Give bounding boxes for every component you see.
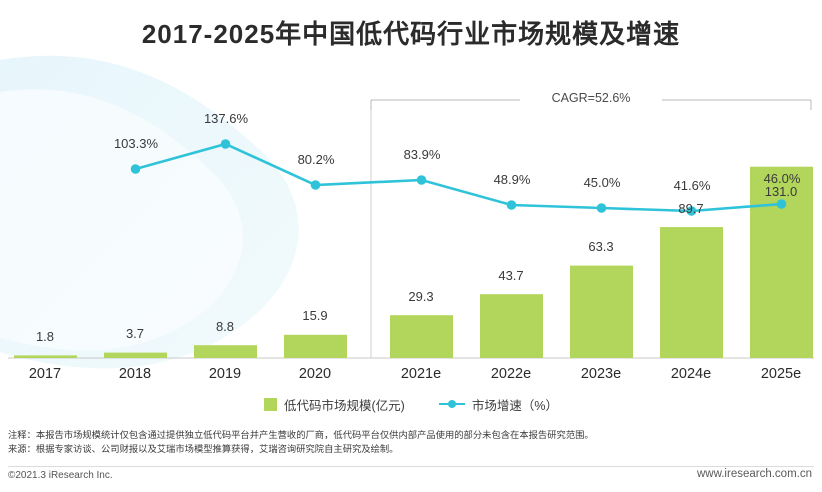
- website-url: www.iresearch.com.cn: [696, 468, 812, 480]
- x-tick-2018: 2018: [118, 366, 152, 382]
- note-line-2: 来源：根据专家访谈、公司财报以及艾瑞市场模型推算获得，艾瑞咨询研究院自主研究及绘…: [8, 444, 399, 454]
- legend-label-bar: 低代码市场规模(亿元): [284, 398, 405, 413]
- bar-label-2021e: 29.3: [408, 289, 434, 304]
- x-tick-2025e: 2025e: [760, 366, 802, 382]
- line-label-2021e: 83.9%: [403, 147, 441, 162]
- x-tick-2024e: 2024e: [670, 366, 712, 382]
- page-title: 2017-2025年中国低代码行业市场规模及增速: [141, 19, 681, 49]
- bar-label-2017: 1.8: [35, 329, 55, 344]
- bar-label-2025e: 131.0: [764, 184, 798, 199]
- line-label-2018: 103.3%: [113, 136, 159, 151]
- x-tick-2017: 2017: [28, 366, 62, 382]
- line-label-2019: 137.6%: [203, 111, 249, 126]
- x-tick-2023e: 2023e: [580, 366, 622, 382]
- chart-notes: 注释：本报告市场规模统计仅包含通过提供独立低代码平台并产生营收的厂商，低代码平台…: [8, 428, 708, 456]
- line-label-2024e: 41.6%: [673, 178, 711, 193]
- legend-item-bar: 低代码市场规模(亿元): [264, 395, 405, 414]
- chart-legend: 低代码市场规模(亿元) 市场增速（%）: [0, 392, 822, 416]
- legend-swatch-icon: [264, 397, 278, 411]
- footer-divider: [8, 466, 814, 467]
- x-tick-2021e: 2021e: [400, 366, 442, 382]
- bar-label-2018: 3.7: [125, 326, 145, 341]
- note-line-1: 注释：本报告市场规模统计仅包含通过提供独立低代码平台并产生营收的厂商，低代码平台…: [8, 430, 594, 440]
- x-tick-2022e: 2022e: [490, 366, 532, 382]
- bar-label-2020: 15.9: [302, 308, 328, 323]
- copyright-text: ©2021.3 iResearch Inc.: [8, 470, 113, 481]
- bar-label-2024e: 89.7: [678, 201, 704, 216]
- line-label-2023e: 45.0%: [583, 175, 621, 190]
- x-tick-2020: 2020: [298, 366, 332, 382]
- page-footer: ©2021.3 iResearch Inc. www.iresearch.com…: [0, 466, 822, 492]
- chart-canvas: CAGR=52.6% 103.3% 137.6% 80.2% 83.9% 48.…: [0, 70, 822, 400]
- legend-item-line: 市场增速（%）: [438, 395, 558, 414]
- bar-label-2019: 8.8: [215, 319, 235, 334]
- background-decoration: [0, 55, 299, 369]
- legend-label-line: 市场增速（%）: [471, 398, 558, 413]
- line-label-2020: 80.2%: [297, 152, 335, 167]
- x-tick-2019: 2019: [208, 366, 242, 382]
- legend-line-icon: [438, 398, 465, 410]
- bar-label-2022e: 43.7: [498, 268, 524, 283]
- line-label-2022e: 48.9%: [493, 172, 531, 187]
- bar-label-2023e: 63.3: [588, 239, 614, 254]
- line-label-2025e: 46.0%: [763, 171, 801, 186]
- cagr-annotation: CAGR=52.6%: [551, 91, 631, 105]
